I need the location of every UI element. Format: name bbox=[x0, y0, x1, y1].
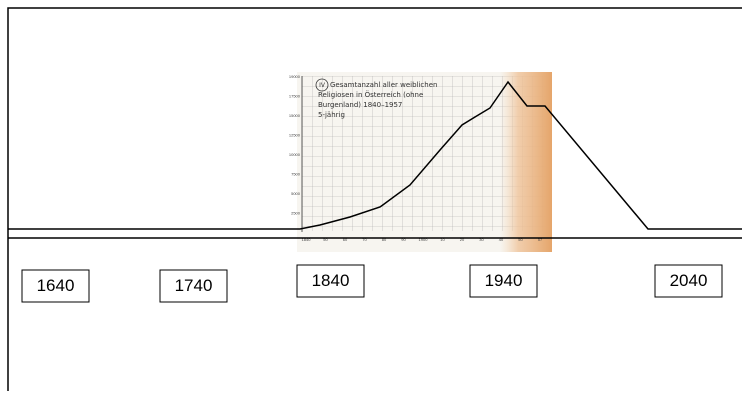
diagram: 19000 17500 15000 12500 10000 7500 5000 2500 18… bbox=[0, 0, 742, 391]
inset-y-label: 10000 bbox=[289, 152, 301, 157]
year-label: 1640 bbox=[37, 276, 75, 295]
inset-title: Burgenland) 1840–1957 bbox=[318, 101, 402, 109]
inset-y-label: 17500 bbox=[289, 94, 301, 99]
inset-y-label: 19000 bbox=[289, 74, 301, 79]
year-label: 2040 bbox=[670, 271, 708, 290]
inset-y-label: 15000 bbox=[289, 113, 301, 118]
inset-title: 5-jährig bbox=[318, 111, 345, 119]
year-label: 1940 bbox=[485, 271, 523, 290]
year-label: 1740 bbox=[175, 276, 213, 295]
inset-stain bbox=[500, 72, 552, 252]
inset-y-label: 7500 bbox=[291, 172, 301, 177]
inset-title: Religiosen in Österreich (ohne bbox=[318, 90, 423, 99]
inset-y-label: 12500 bbox=[289, 133, 301, 138]
inset-y-label: 5000 bbox=[291, 191, 301, 196]
inset-title: Gesamtanzahl aller weiblichen bbox=[330, 81, 437, 89]
year-label: 1840 bbox=[312, 271, 350, 290]
inset-y-label: 2500 bbox=[291, 211, 301, 216]
inset-number: IV bbox=[319, 82, 326, 89]
